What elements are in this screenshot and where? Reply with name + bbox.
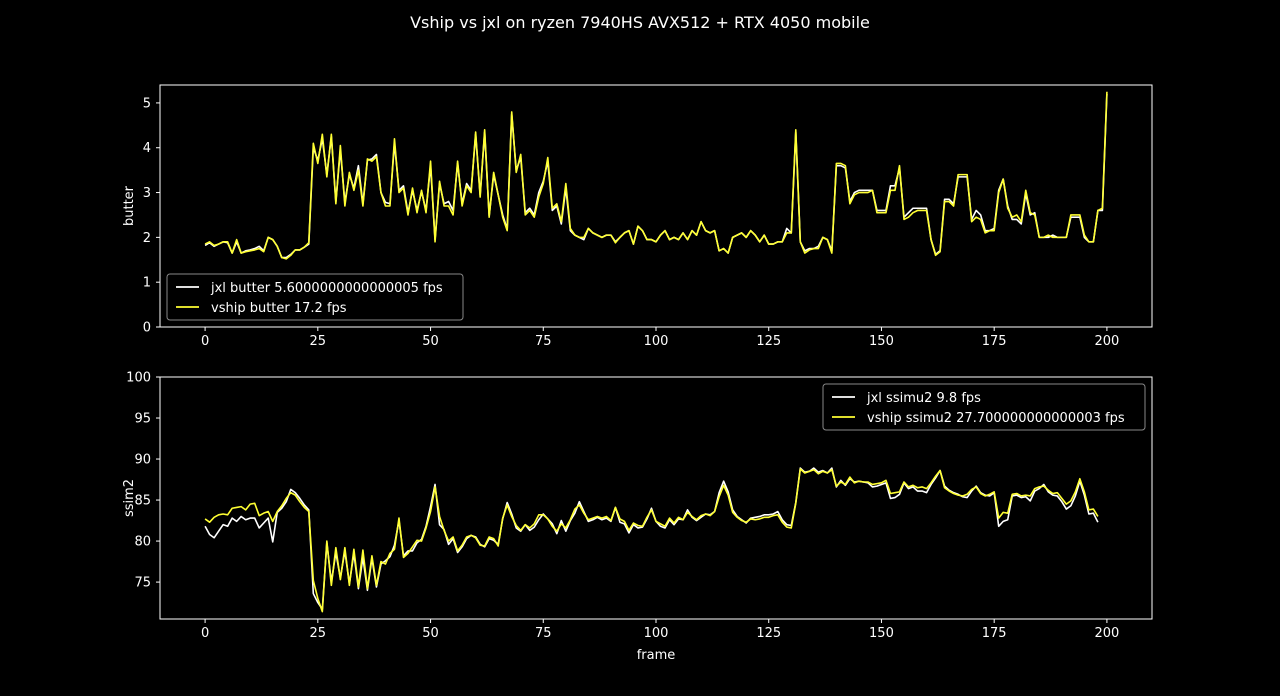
x-tick-label: 200 <box>1094 626 1119 641</box>
legend-label-jxl: jxl ssimu2 9.8 fps <box>866 391 981 406</box>
y-tick-label: 0 <box>143 321 151 336</box>
x-tick-label: 100 <box>644 626 669 641</box>
legend-box <box>822 383 1146 431</box>
figure-title: Vship vs jxl on ryzen 7940HS AVX512 + RT… <box>410 13 870 32</box>
legend: jxl butter 5.6000000000000005 fps vship b… <box>166 273 464 321</box>
y-tick-label: 5 <box>143 96 151 111</box>
x-tick-label: 175 <box>982 626 1007 641</box>
x-tick-label: 75 <box>535 334 552 349</box>
x-tick-label: 25 <box>310 334 327 349</box>
x-tick-label: 150 <box>869 334 894 349</box>
y-axis-label: ssim2 <box>122 479 137 517</box>
y-tick-label: 4 <box>143 141 151 156</box>
x-tick-label: 100 <box>644 334 669 349</box>
x-tick-label: 50 <box>422 626 439 641</box>
butter-plot: 0 25 50 75 100 125 150 175 200 0 1 2 3 4 5 butter jxl bu… <box>122 84 1153 349</box>
y-tick-label: 75 <box>134 576 151 591</box>
legend: jxl ssimu2 9.8 fps vship ssimu2 27.700000… <box>822 383 1146 431</box>
x-axis-label: frame <box>637 648 676 663</box>
y-tick-label: 80 <box>134 535 151 550</box>
ssim2-plot: 0 25 50 75 100 125 150 175 200 75 80 85 90 95 100 ssim2… <box>122 371 1153 663</box>
x-tick-label: 125 <box>756 334 781 349</box>
x-tick-label: 25 <box>310 626 327 641</box>
x-tick-label: 150 <box>869 626 894 641</box>
x-tick-label: 0 <box>201 626 209 641</box>
x-tick-label: 0 <box>201 334 209 349</box>
x-tick-label: 175 <box>982 334 1007 349</box>
y-axis-label: butter <box>122 185 137 226</box>
x-tick-label: 200 <box>1094 334 1119 349</box>
x-tick-label: 75 <box>535 626 552 641</box>
legend-label-jxl: jxl butter 5.6000000000000005 fps <box>210 281 443 296</box>
y-tick-label: 85 <box>134 494 151 509</box>
x-tick-label: 50 <box>422 334 439 349</box>
legend-label-vship: vship ssimu2 27.700000000000003 fps <box>867 411 1125 426</box>
y-tick-label: 90 <box>134 453 151 468</box>
y-tick-label: 95 <box>134 412 151 427</box>
legend-label-vship: vship butter 17.2 fps <box>211 301 347 316</box>
series-line-vship <box>204 91 1108 260</box>
y-tick-label: 3 <box>143 186 151 201</box>
y-tick-label: 1 <box>143 276 151 291</box>
y-tick-label: 100 <box>126 371 151 386</box>
series-line-vship <box>204 468 1099 613</box>
y-tick-label: 2 <box>143 231 151 246</box>
x-tick-label: 125 <box>756 626 781 641</box>
legend-box <box>166 273 464 321</box>
